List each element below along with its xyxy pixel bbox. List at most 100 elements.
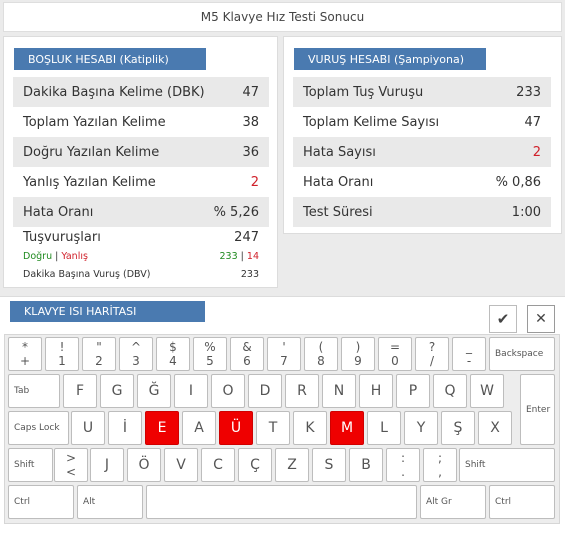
stat-row-correct-words: Doğru Yazılan Kelime 36 [13,137,269,167]
key-k[interactable]: K [293,411,327,445]
stat-row-test-duration: Test Süresi 1:00 [293,197,551,227]
key-t-label: T [268,420,278,436]
window-title: M5 Klavye Hız Testi Sonucu [3,2,562,32]
wrong-count: 14 [246,251,259,262]
key-z[interactable]: Z [275,448,309,482]
check-icon: ✔ [496,310,510,328]
right-ctrl-key[interactable]: Ctrl [489,485,555,519]
key-i[interactable]: I [174,374,208,408]
key-glyph: 4 [169,354,177,368]
key-row1-3[interactable]: ^ 3 [119,337,153,371]
key-glyph: 8 [317,354,325,368]
key-g-label: G [111,383,123,399]
key-glyph: ; [437,451,443,465]
key-row1-6[interactable]: & 6 [230,337,264,371]
left-ctrl-key[interactable]: Ctrl [8,485,74,519]
key-u-label: U [82,420,94,436]
space-key[interactable] [146,485,417,519]
key-glyph: ) [355,340,361,354]
key-legend: > < [66,451,76,479]
key-l[interactable]: L [367,411,401,445]
key-row1-1[interactable]: ! 1 [45,337,79,371]
key-x[interactable]: X [478,411,512,445]
stat-value: 36 [242,144,259,160]
key-q-label: Q [444,383,456,399]
stat-label: Dakika Başına Kelime (DBK) [23,84,205,100]
dbv-label: Dakika Başına Vuruş (DBV) [23,269,151,280]
key-m[interactable]: M [330,411,364,445]
key-w[interactable]: W [470,374,504,408]
key-ğ[interactable]: Ğ [137,374,171,408]
key-row1-5[interactable]: % 5 [193,337,227,371]
key-row1-4[interactable]: $4 [156,337,190,371]
altgr-key[interactable]: Alt Gr [420,485,486,519]
stat-label: Hata Oranı [23,204,94,220]
keystroke-calculation-header: VURUŞ HESABI (Şampiyona) [294,48,486,70]
key-row1-12[interactable]: _ - [452,337,486,371]
angle-key[interactable]: > < [54,448,88,482]
breakdown-values: 233 | 14 [220,251,260,262]
key-s[interactable]: S [312,448,346,482]
key-ü[interactable]: Ü [219,411,253,445]
key-v[interactable]: V [164,448,198,482]
key-e[interactable]: E [145,411,179,445]
key-row1-0[interactable]: * + [8,337,42,371]
key-legend: ) 9 [354,340,362,368]
altgr-key-label: Alt Gr [426,497,452,507]
key-w-label: W [480,383,494,399]
key-row1-8[interactable]: (8 [304,337,338,371]
tab-key-label: Tab [14,386,30,396]
key-glyph: > [65,451,77,465]
enter-key[interactable]: Enter [520,374,555,445]
key-g[interactable]: G [100,374,134,408]
stat-row-wpm: Dakika Başına Kelime (DBK) 47 [13,77,269,107]
key-glyph: ( [318,340,324,354]
tab-key[interactable]: Tab [8,374,60,408]
right-shift-key[interactable]: Shift [459,448,555,482]
stat-label: Hata Oranı [303,174,374,190]
key-row1-10[interactable]: = 0 [378,337,412,371]
key-i̇-label: İ [122,420,128,436]
key-row1-7[interactable]: ' 7 [267,337,301,371]
key-o[interactable]: O [211,374,245,408]
key-b[interactable]: B [349,448,383,482]
check-button[interactable]: ✔ [489,305,517,333]
key-r[interactable]: R [285,374,319,408]
stat-value: 38 [242,114,259,130]
key-row1-11[interactable]: ? / [415,337,449,371]
key-y[interactable]: Y [404,411,438,445]
key-n-label: N [333,383,345,399]
key-i̇[interactable]: İ [108,411,142,445]
key-h[interactable]: H [359,374,393,408]
left-shift-key[interactable]: Shift [8,448,53,482]
stat-label: Toplam Yazılan Kelime [23,114,166,130]
key-p[interactable]: P [396,374,430,408]
key-j[interactable]: J [90,448,124,482]
key-l-label: L [380,420,388,436]
key-p-label: P [408,383,418,399]
caps-lock-key[interactable]: Caps Lock [8,411,69,445]
semicolon-key[interactable]: ;, [423,448,457,482]
key-glyph: / [429,354,435,368]
key-t[interactable]: T [256,411,290,445]
key-u[interactable]: U [71,411,105,445]
backspace-key[interactable]: Backspace [489,337,555,371]
key-ç[interactable]: Ç [238,448,272,482]
key-ö[interactable]: Ö [127,448,161,482]
key-j-label: J [104,457,110,473]
key-row1-9[interactable]: ) 9 [341,337,375,371]
key-glyph: 0 [391,354,399,368]
key-a[interactable]: A [182,411,216,445]
key-q[interactable]: Q [433,374,467,408]
key-f[interactable]: F [63,374,97,408]
key-n[interactable]: N [322,374,356,408]
key-d[interactable]: D [248,374,282,408]
key-legend: = 0 [390,340,400,368]
key-row1-2[interactable]: " 2 [82,337,116,371]
key-ş[interactable]: Ş [441,411,475,445]
colon-key[interactable]: :. [386,448,420,482]
close-button[interactable]: ✕ [527,305,555,333]
alt-key[interactable]: Alt [77,485,143,519]
key-c[interactable]: C [201,448,235,482]
stat-row-error-rate: Hata Oranı % 5,26 [13,197,269,227]
